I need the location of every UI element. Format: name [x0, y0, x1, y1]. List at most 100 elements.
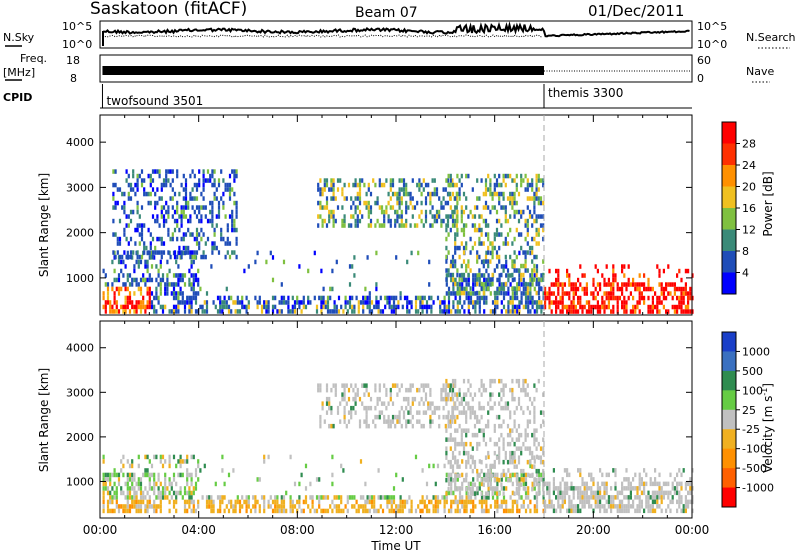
echo-cell: [452, 304, 455, 310]
echo-cell: [177, 282, 180, 287]
echo-cell: [498, 455, 501, 460]
echo-cell: [539, 223, 543, 228]
echo-cell: [209, 173, 212, 179]
echo-cell: [146, 300, 149, 305]
echo-cell: [395, 508, 398, 514]
echo-cell: [126, 495, 129, 500]
echo-cell: [480, 428, 483, 433]
echo-cell: [450, 291, 453, 296]
echo-cell: [561, 490, 564, 496]
echo-cell: [478, 268, 481, 273]
echo-cell: [526, 446, 529, 451]
echo-cell: [531, 245, 534, 251]
echo-cell: [289, 495, 292, 500]
echo-cell: [154, 218, 157, 224]
echo-cell: [256, 477, 259, 482]
echo-cell: [334, 387, 337, 393]
echo-cell: [400, 187, 403, 192]
echo-cell: [228, 173, 232, 179]
echo-cell: [381, 309, 385, 314]
echo-cell: [480, 414, 483, 420]
echo-cell: [384, 495, 387, 500]
echo-cell: [296, 499, 299, 505]
echo-cell: [398, 200, 401, 206]
echo-cell: [144, 472, 147, 478]
echo-cell: [493, 464, 496, 469]
echo-cell: [638, 291, 641, 296]
echo-cell: [187, 205, 190, 210]
echo-cell: [621, 499, 624, 505]
echo-cell: [189, 173, 192, 179]
echo-cell: [354, 178, 357, 183]
echo-cell: [528, 396, 532, 402]
echo-cell: [450, 309, 453, 314]
echo-cell: [555, 486, 558, 491]
echo-cell: [445, 477, 448, 483]
echo-cell: [336, 205, 340, 210]
echo-cell: [104, 486, 107, 491]
echo-cell: [555, 304, 558, 310]
echo-cell: [179, 486, 182, 491]
echo-cell: [282, 504, 286, 509]
echo-cell: [146, 277, 149, 283]
echo-cell: [542, 227, 545, 233]
echo-cell: [140, 169, 144, 174]
echo-cell: [368, 499, 371, 505]
echo-cell: [289, 508, 292, 514]
echo-cell: [238, 499, 242, 505]
echo-cell: [493, 173, 496, 179]
echo-cell: [307, 300, 310, 305]
echo-cell: [203, 300, 206, 305]
echo-cell: [487, 223, 490, 228]
echo-cell: [320, 508, 323, 514]
echo-cell: [191, 254, 194, 260]
echo-cell: [444, 423, 447, 429]
echo-cell: [680, 300, 683, 305]
echo-cell: [331, 454, 334, 460]
echo-cell: [186, 477, 189, 482]
echo-cell: [450, 499, 453, 505]
echo-cell: [496, 499, 499, 505]
echo-cell: [561, 282, 564, 287]
echo-cell: [147, 173, 150, 179]
echo-cell: [291, 499, 294, 505]
echo-cell: [460, 437, 463, 442]
echo-cell: [171, 232, 174, 237]
echo-cell: [111, 486, 114, 491]
echo-cell: [451, 437, 455, 442]
echo-cell: [462, 446, 466, 451]
echo-cell: [456, 508, 459, 514]
echo-cell: [592, 495, 595, 500]
echo-cell: [451, 450, 455, 456]
echo-cell: [343, 396, 346, 402]
echo-cell: [509, 387, 512, 393]
echo-cell: [191, 250, 194, 255]
echo-cell: [409, 200, 412, 206]
echo-cell: [122, 282, 125, 287]
echo-cell: [612, 309, 615, 314]
echo-cell: [676, 286, 679, 292]
echo-cell: [531, 481, 534, 487]
echo-cell: [186, 300, 189, 305]
echo-cell: [454, 295, 457, 301]
echo-cell: [337, 504, 341, 509]
echo-cell: [413, 223, 417, 228]
echo-cell: [318, 495, 321, 500]
echo-cell: [632, 304, 635, 310]
echo-cell: [445, 282, 448, 287]
echo-cell: [445, 277, 448, 282]
echo-cell: [520, 291, 523, 296]
echo-cell: [454, 446, 457, 451]
echo-cell: [568, 486, 571, 491]
echo-cell: [150, 300, 154, 305]
echo-cell: [522, 263, 525, 269]
echo-cell: [603, 309, 606, 314]
echo-cell: [195, 227, 199, 233]
echo-cell: [137, 504, 140, 509]
echo-cell: [364, 295, 367, 301]
echo-cell: [455, 196, 458, 201]
echo-cell: [150, 472, 154, 478]
echo-cell: [102, 304, 105, 310]
echo-cell: [684, 291, 687, 296]
echo-cell: [172, 291, 176, 296]
